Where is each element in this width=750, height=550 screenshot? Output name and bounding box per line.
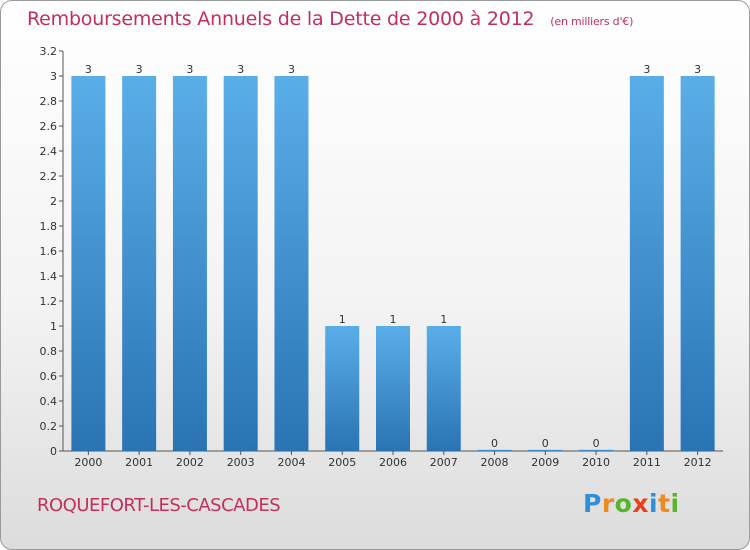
logo-letter: t [658, 489, 671, 518]
y-tick-label: 1.6 [40, 245, 58, 258]
y-tick-label: 2.4 [40, 145, 58, 158]
y-tick-label: 0.6 [40, 370, 58, 383]
x-tick-label: 2006 [379, 456, 407, 469]
bar [376, 326, 410, 451]
x-tick-label: 2012 [684, 456, 712, 469]
x-tick-label: 2004 [277, 456, 305, 469]
logo-letter: r [601, 489, 615, 518]
data-label: 1 [390, 313, 397, 326]
data-label: 0 [593, 437, 600, 450]
data-label: 3 [288, 63, 295, 76]
bar [172, 76, 207, 451]
proxiti-logo: Proxiti [583, 489, 680, 518]
x-tick-label: 2011 [633, 456, 661, 469]
y-tick-label: 0 [50, 445, 57, 458]
data-label: 3 [694, 63, 701, 76]
x-tick-label: 2000 [74, 456, 102, 469]
data-label: 3 [85, 63, 92, 76]
bar [579, 449, 614, 451]
tick-labels: 0 0.2 0.4 0.6 0.8 1 1.2 1.4 1.6 1.8 2 2.2 2.4 2.6 2.8 3… [40, 45, 712, 469]
bar [274, 76, 309, 451]
x-tick-label: 2005 [328, 456, 356, 469]
data-label: 3 [237, 63, 244, 76]
bar [71, 76, 106, 451]
x-tick-label: 2010 [582, 456, 610, 469]
chart-title: Remboursements Annuels de la Dette de 20… [27, 8, 633, 30]
logo-letter: P [583, 489, 602, 518]
y-tick-label: 1.4 [40, 270, 58, 283]
data-label: 3 [643, 63, 650, 76]
bar [680, 76, 715, 451]
y-tick-label: 2.8 [40, 95, 58, 108]
x-tick-label: 2007 [430, 456, 458, 469]
y-tick-label: 1.2 [40, 295, 58, 308]
y-tick-label: 1 [50, 320, 57, 333]
y-tick-label: 1.8 [40, 220, 58, 233]
data-label: 0 [491, 437, 498, 450]
bar [223, 76, 258, 451]
bar [325, 326, 360, 451]
bar [477, 449, 512, 451]
data-label: 0 [542, 437, 549, 450]
logo-letter: i [670, 489, 680, 518]
bar [629, 76, 664, 451]
chart-subtitle: (en milliers d'€) [550, 15, 634, 28]
logo-letter: x [632, 489, 649, 518]
data-labels: 3 3 3 3 3 1 1 1 0 0 0 3 3 [85, 63, 701, 450]
chart-title-text: Remboursements Annuels de la Dette de 20… [27, 8, 535, 30]
x-tick-label: 2002 [176, 456, 204, 469]
bar [528, 449, 563, 451]
bar [122, 76, 157, 451]
data-label: 3 [136, 63, 143, 76]
logo-letter: i [649, 489, 659, 518]
y-tick-label: 2 [50, 195, 57, 208]
data-label: 1 [440, 313, 447, 326]
logo-letter: o [614, 489, 633, 518]
y-tick-label: 2.2 [40, 170, 58, 183]
y-tick-label: 0.2 [40, 420, 58, 433]
y-tick-label: 0.8 [40, 345, 58, 358]
y-tick-label: 2.6 [40, 120, 58, 133]
bars [71, 76, 715, 451]
x-tick-label: 2001 [125, 456, 153, 469]
y-tick-label: 3.2 [40, 45, 58, 58]
bar [426, 326, 461, 451]
data-label: 3 [186, 63, 193, 76]
x-tick-label: 2008 [481, 456, 509, 469]
data-label: 1 [339, 313, 346, 326]
y-tick-label: 0.4 [40, 395, 58, 408]
y-tick-label: 3 [50, 70, 57, 83]
x-tick-label: 2009 [531, 456, 559, 469]
x-tick-label: 2003 [227, 456, 255, 469]
town-name: ROQUEFORT-LES-CASCADES [37, 495, 281, 516]
